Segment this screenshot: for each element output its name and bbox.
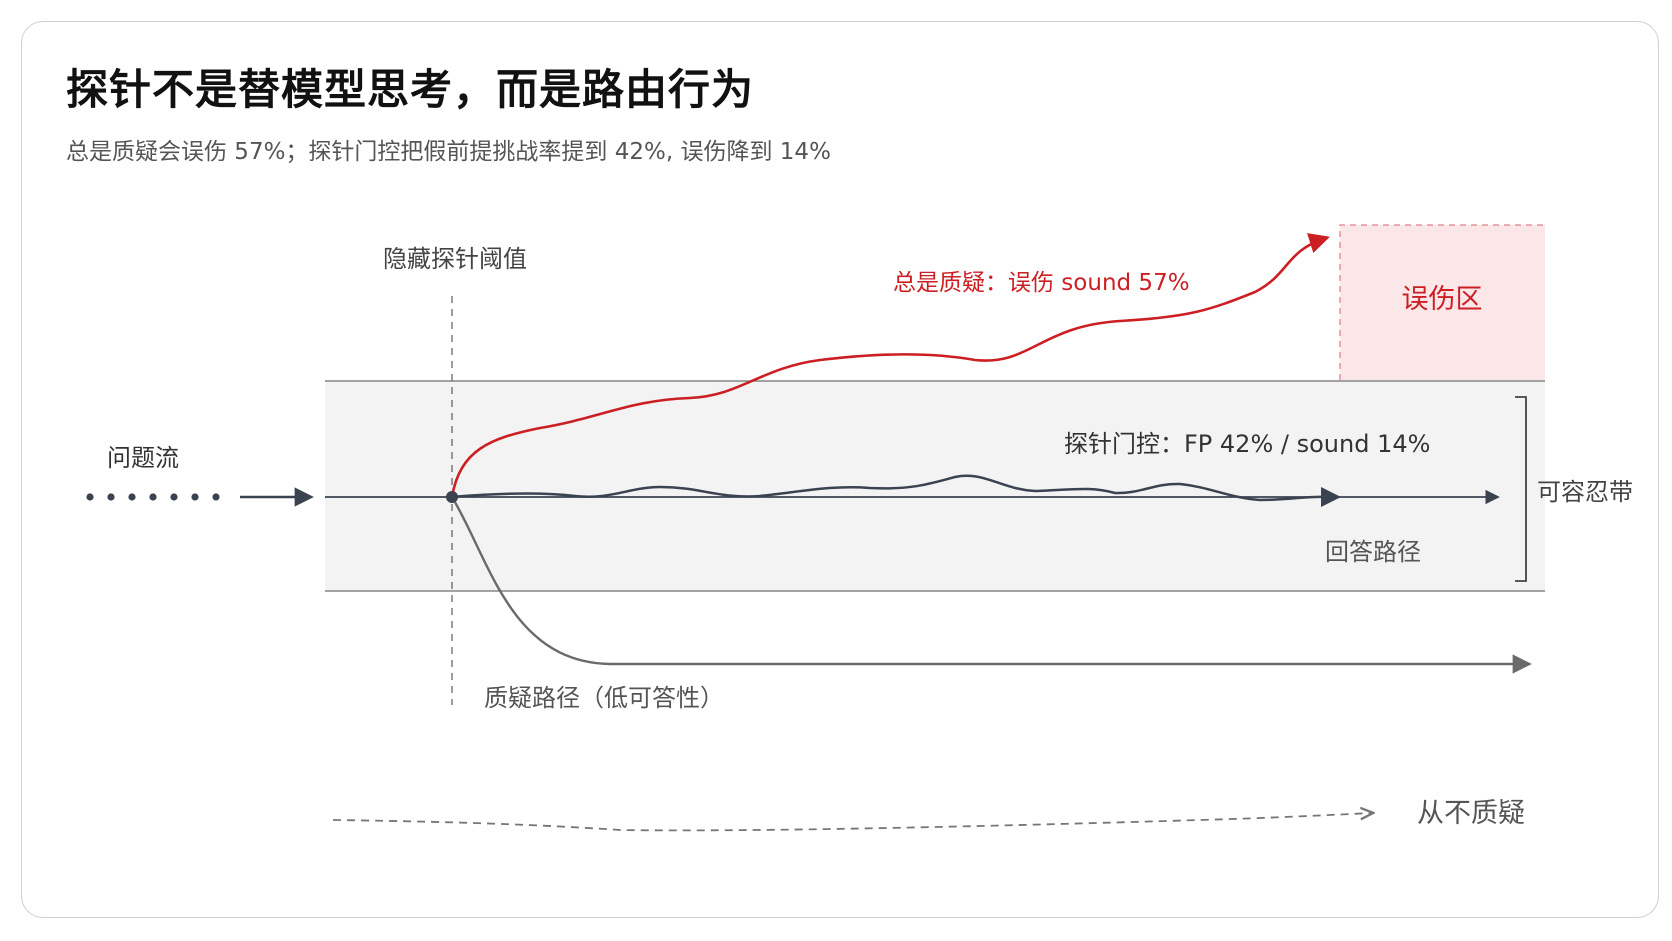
tolerance-band (325, 381, 1545, 591)
challenge-path-label: 质疑路径（低可答性） (484, 684, 724, 712)
harm-zone-border (1339, 224, 1545, 380)
tolerance-bracket (1515, 396, 1527, 582)
page-subtitle: 总是质疑会误伤 57%；探针门控把假前提挑战率提到 42%, 误伤降到 14% (66, 139, 831, 165)
gated-label: 探针门控：FP 42% / sound 14% (1064, 430, 1430, 458)
gated-path (451, 474, 1341, 507)
input-dot (170, 493, 178, 501)
input-dot (128, 493, 136, 501)
threshold-label: 隐藏探针阈值 (383, 245, 527, 273)
never-challenge-label: 从不质疑 (1417, 798, 1525, 829)
tolerance-label: 可容忍带 (1537, 478, 1633, 506)
page-title: 探针不是替模型思考，而是路由行为 (66, 65, 755, 114)
never-challenge-path (332, 813, 1372, 832)
input-label: 问题流 (107, 444, 179, 472)
input-dot (107, 493, 115, 501)
input-dot (149, 493, 157, 501)
input-dots (86, 493, 220, 501)
answer-path-label: 回答路径 (1325, 538, 1421, 566)
input-dot (212, 493, 220, 501)
challenge-path (450, 496, 1532, 674)
input-dot (191, 493, 199, 501)
harm-zone-label: 误伤区 (1402, 284, 1483, 315)
input-dot (86, 493, 94, 501)
always-challenge-path (450, 233, 1330, 498)
always-challenge-label: 总是质疑：误伤 sound 57% (893, 270, 1190, 296)
branch-node (446, 491, 458, 503)
harm-zone (1340, 225, 1545, 380)
